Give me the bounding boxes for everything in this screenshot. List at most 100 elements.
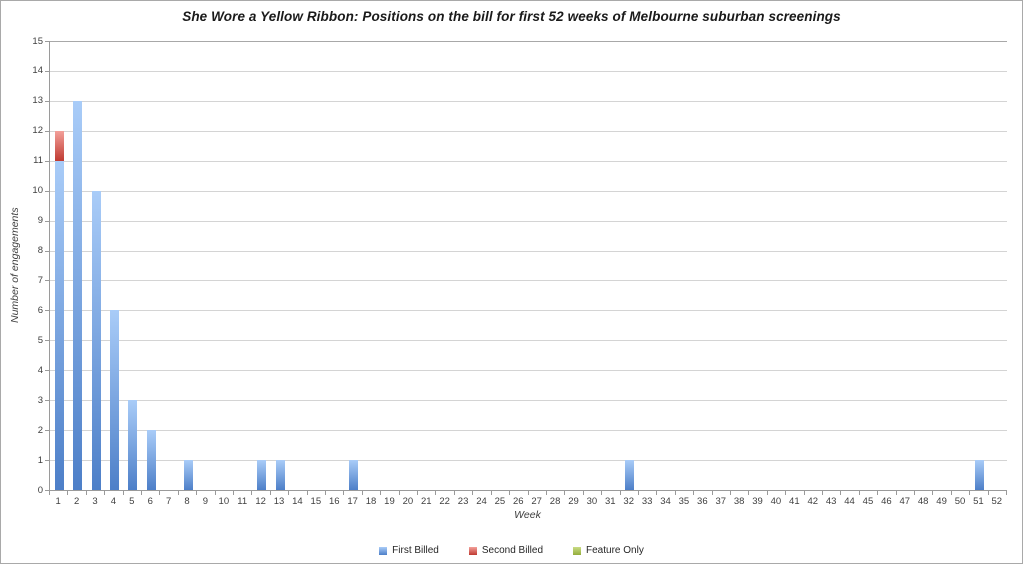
legend-label: Second Billed: [481, 545, 544, 556]
x-tick-mark: [840, 491, 842, 495]
x-tick-label: 33: [641, 496, 653, 507]
x-tick-label: 14: [292, 496, 303, 507]
x-tick-mark: [932, 491, 934, 495]
x-tick-label: 15: [310, 496, 322, 507]
gridline-y12: [50, 130, 1007, 132]
x-tick-mark: [49, 491, 50, 495]
x-tick-label: 18: [365, 496, 377, 507]
y-tick-mark: [45, 460, 49, 462]
x-tick-label: 17: [347, 496, 358, 507]
x-tick-mark: [509, 491, 511, 495]
x-tick-mark: [637, 491, 639, 495]
legend-label: First Billed: [392, 545, 439, 556]
x-tick-label: 27: [531, 496, 542, 507]
y-tick-label: 13: [32, 95, 43, 107]
gridline-y6: [50, 310, 1007, 312]
x-tick-label: 4: [110, 496, 117, 507]
y-tick-label: 6: [37, 304, 43, 316]
y-tick-mark: [45, 160, 49, 162]
x-tick-label: 9: [202, 496, 209, 507]
x-tick-mark: [729, 491, 731, 495]
gridline-y8: [50, 250, 1007, 252]
y-tick-label: 3: [37, 394, 43, 406]
x-tick-mark: [435, 491, 437, 495]
gridline-y1: [50, 460, 1007, 462]
x-tick-mark: [545, 491, 547, 495]
x-tick-mark: [582, 491, 584, 495]
x-tick-mark: [122, 491, 124, 495]
y-tick-mark: [45, 430, 49, 432]
x-tick-mark: [306, 491, 308, 495]
bar-segment-first-billed-week-4: [109, 310, 119, 490]
x-tick-label: 22: [439, 496, 450, 507]
x-tick-mark: [969, 491, 971, 495]
x-tick-label: 28: [549, 496, 561, 507]
x-tick-label: 32: [623, 496, 634, 507]
x-tick-label: 36: [697, 496, 708, 507]
x-tick-mark: [288, 491, 290, 495]
x-tick-label: 1: [55, 496, 61, 507]
bar-segment-first-billed-week-6: [146, 430, 156, 490]
x-tick-mark: [361, 491, 363, 495]
x-tick-label: 11: [237, 496, 248, 507]
x-tick-mark: [711, 491, 713, 495]
x-tick-label: 20: [402, 496, 414, 507]
legend: First Billed Second Billed Feature Only: [1, 545, 1022, 556]
x-tick-label: 37: [715, 496, 727, 507]
x-tick-mark: [1006, 491, 1007, 495]
x-tick-mark: [251, 491, 253, 495]
y-tick-label: 7: [37, 274, 43, 286]
x-tick-mark: [67, 491, 69, 495]
x-tick-label: 13: [273, 496, 285, 507]
x-tick-mark: [564, 491, 566, 495]
bar-segment-first-billed-week-8: [183, 460, 193, 490]
bar-segment-first-billed-week-51: [974, 460, 984, 490]
x-tick-mark: [674, 491, 676, 495]
gridline-y9: [50, 220, 1007, 222]
legend-swatch-second-billed: [468, 546, 477, 555]
x-tick-label: 50: [954, 496, 966, 507]
y-tick-label: 4: [37, 364, 43, 376]
x-tick-mark: [380, 491, 382, 495]
x-tick-label: 46: [881, 496, 892, 507]
x-tick-label: 21: [420, 496, 432, 507]
x-tick-mark: [233, 491, 235, 495]
x-tick-mark: [490, 491, 492, 495]
x-tick-mark: [417, 491, 419, 495]
x-tick-mark: [159, 491, 161, 495]
gridline-y2: [50, 430, 1007, 432]
x-tick-label: 16: [328, 496, 340, 507]
bar-segment-second-billed-week-1: [54, 130, 64, 161]
x-tick-label: 31: [605, 496, 616, 507]
y-tick-mark: [45, 340, 49, 342]
gridline-y13: [50, 100, 1007, 102]
gridline-y3: [50, 400, 1007, 402]
y-tick-label: 0: [37, 484, 43, 496]
x-tick-label: 2: [73, 496, 80, 507]
x-tick-label: 25: [494, 496, 506, 507]
x-tick-label: 3: [92, 496, 98, 507]
y-tick-mark: [45, 310, 49, 312]
gridline-y14: [50, 70, 1007, 72]
x-tick-mark: [785, 491, 787, 495]
y-tick-mark: [45, 100, 49, 102]
bar-segment-first-billed-week-1: [54, 160, 64, 490]
gridline-y10: [50, 190, 1007, 192]
x-tick-mark: [950, 491, 952, 495]
x-tick-mark: [895, 491, 897, 495]
y-tick-mark: [45, 250, 49, 252]
x-tick-label: 26: [513, 496, 524, 507]
plot-area: [49, 41, 1007, 491]
x-tick-mark: [343, 491, 345, 495]
bar-segment-first-billed-week-17: [349, 460, 359, 490]
x-tick-label: 12: [255, 496, 266, 507]
x-tick-label: 39: [752, 496, 763, 507]
y-tick-label: 11: [33, 155, 43, 167]
y-tick-label: 15: [32, 35, 43, 47]
x-tick-label: 19: [384, 496, 395, 507]
x-tick-label: 43: [825, 496, 837, 507]
legend-item-feature-only: Feature Only: [573, 545, 644, 556]
x-tick-label: 7: [165, 496, 172, 507]
x-tick-label: 47: [899, 496, 911, 507]
